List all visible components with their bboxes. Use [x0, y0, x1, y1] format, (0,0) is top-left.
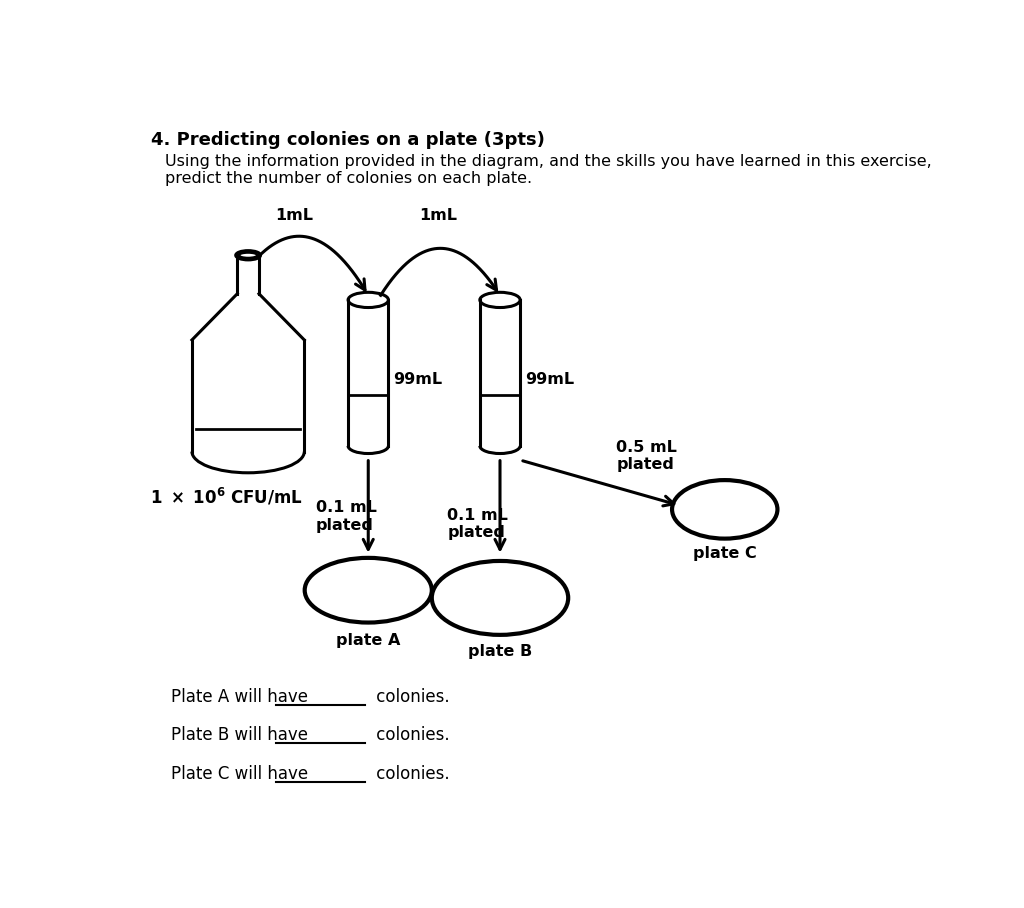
Text: Plate B will have: Plate B will have	[171, 726, 313, 745]
Text: colonies.: colonies.	[372, 726, 450, 745]
Text: 99mL: 99mL	[524, 372, 573, 388]
Text: 0.5 mL
plated: 0.5 mL plated	[616, 440, 677, 472]
Text: colonies.: colonies.	[372, 688, 450, 706]
Text: plate A: plate A	[336, 634, 400, 648]
Text: Plate A will have: Plate A will have	[171, 688, 313, 706]
Text: plate C: plate C	[693, 547, 757, 561]
Text: 99mL: 99mL	[393, 372, 442, 388]
Text: 4. Predicting colonies on a plate (3pts): 4. Predicting colonies on a plate (3pts)	[152, 131, 545, 149]
Text: 1mL: 1mL	[275, 208, 313, 223]
Text: Using the information provided in the diagram, and the skills you have learned i: Using the information provided in the di…	[165, 153, 932, 186]
Text: $\mathbf{1\ \times\ 10^{6}}$$\mathbf{\ CFU/mL}$: $\mathbf{1\ \times\ 10^{6}}$$\mathbf{\ C…	[150, 487, 302, 508]
Text: 1mL: 1mL	[419, 208, 457, 223]
Text: colonies.: colonies.	[372, 765, 450, 783]
Text: 0.1 mL
plated: 0.1 mL plated	[315, 500, 377, 532]
Text: Plate C will have: Plate C will have	[171, 765, 313, 783]
Text: plate B: plate B	[468, 644, 532, 659]
Text: 0.1 mL
plated: 0.1 mL plated	[447, 508, 508, 540]
